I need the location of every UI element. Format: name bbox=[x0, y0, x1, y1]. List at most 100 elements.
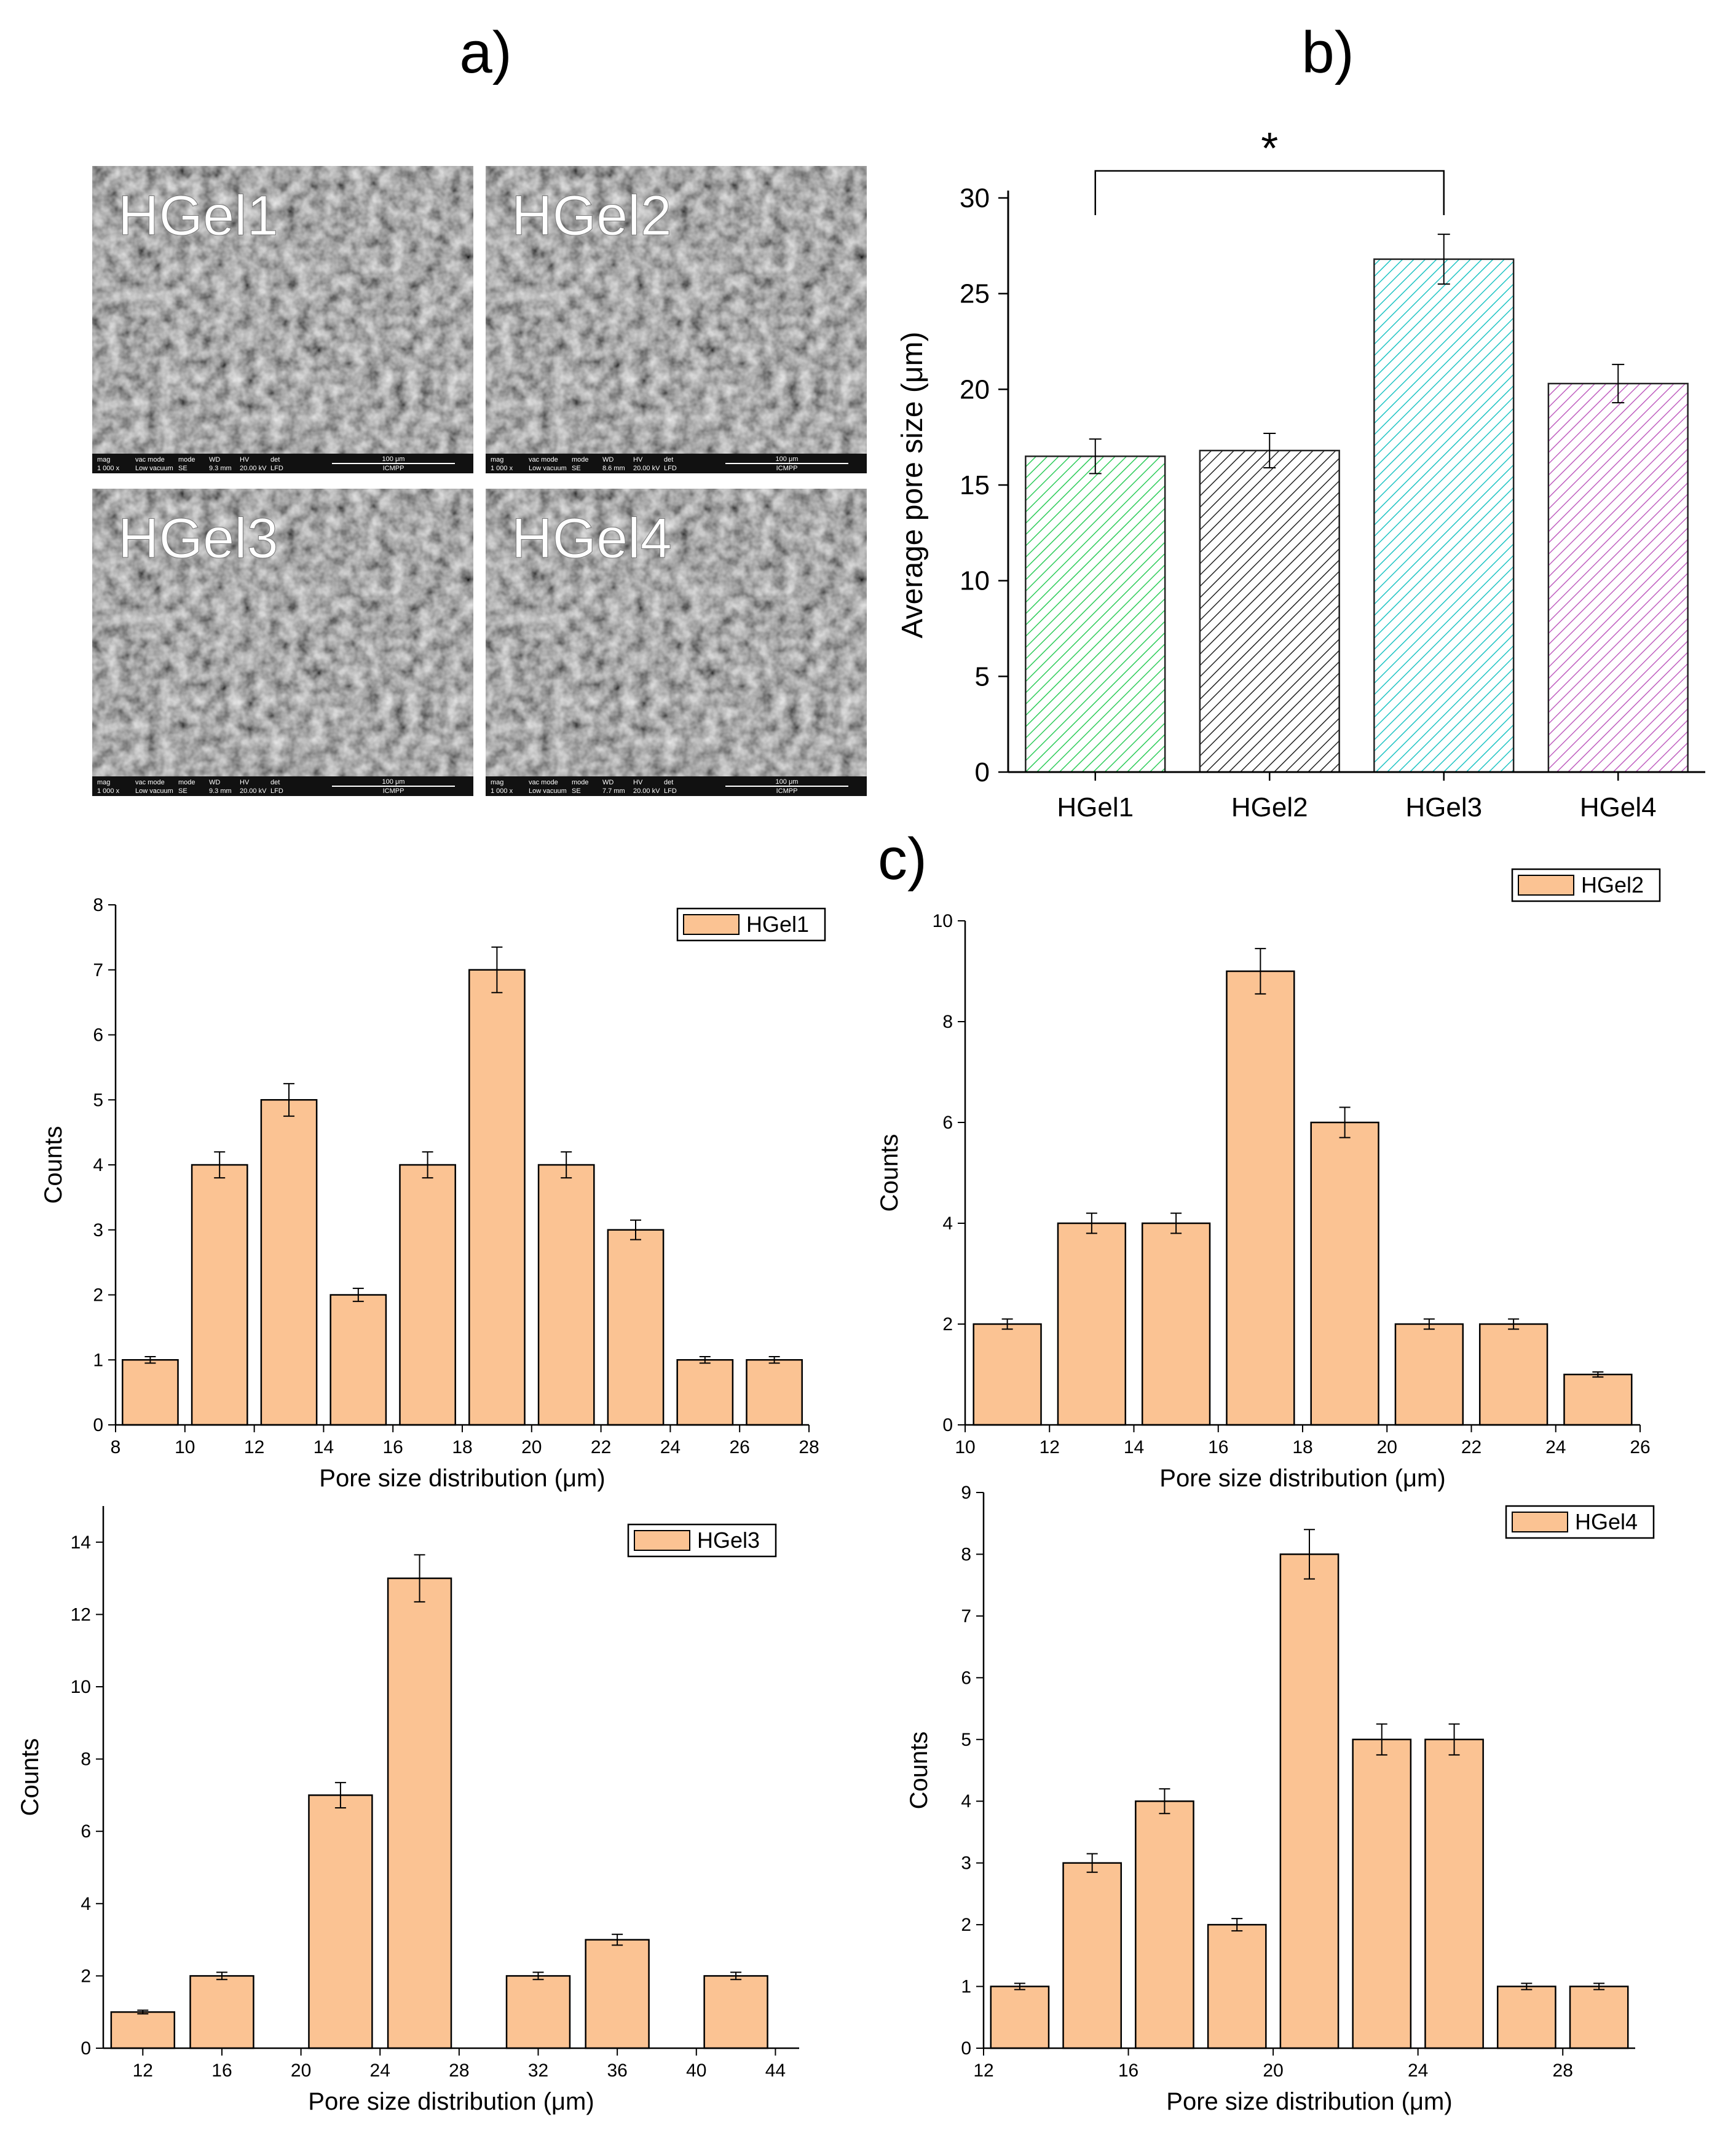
significance-star: * bbox=[1261, 124, 1278, 173]
histogram-bar bbox=[585, 1939, 650, 2049]
x-tick-label: 12 bbox=[244, 1437, 264, 1457]
x-tick-label: 26 bbox=[730, 1437, 750, 1457]
sem-info-value: SE bbox=[572, 465, 581, 472]
sem-info-value: 1 000 x bbox=[97, 465, 120, 472]
histogram-bar bbox=[260, 1099, 318, 1426]
y-axis-label: Counts bbox=[40, 1126, 67, 1204]
x-tick-label: 20 bbox=[521, 1437, 542, 1457]
y-axis-label: Counts bbox=[876, 1134, 903, 1212]
x-tick-label: 22 bbox=[591, 1437, 611, 1457]
y-tick-label: 10 bbox=[933, 911, 953, 931]
y-tick-label: 9 bbox=[961, 1483, 971, 1503]
x-tick-label: 28 bbox=[799, 1437, 819, 1457]
legend-label: HGel4 bbox=[1575, 1509, 1638, 1534]
histogram-bar bbox=[191, 1164, 248, 1426]
x-tick-label: 12 bbox=[973, 2060, 993, 2081]
y-tick-label: 7 bbox=[961, 1606, 971, 1627]
sem-info-header: WD bbox=[602, 456, 614, 463]
sem-info-header: det bbox=[664, 456, 673, 463]
x-tick-label: 28 bbox=[449, 2060, 469, 2081]
sem-scale-label: 100 μm bbox=[382, 778, 405, 786]
bar-hgel4 bbox=[1547, 382, 1689, 773]
sem-info-header: vac mode bbox=[135, 456, 165, 463]
x-tick-label: 18 bbox=[1292, 1437, 1312, 1457]
sem-info-value: 20.00 kV bbox=[633, 465, 660, 472]
histogram-bar bbox=[468, 969, 526, 1426]
sem-info-text: mag 1 000 x vac mode Low vacuum mode SE WD 8.6 … bbox=[491, 455, 848, 472]
histogram-bar bbox=[1226, 970, 1295, 1426]
y-tick-label: 7 bbox=[93, 960, 103, 980]
histogram-bar bbox=[399, 1164, 456, 1426]
bar-hgel1 bbox=[1025, 455, 1166, 773]
sem-label: HGel3 bbox=[118, 507, 278, 570]
y-tick-label: 8 bbox=[93, 895, 103, 915]
y-tick-label: 4 bbox=[93, 1155, 103, 1175]
histogram-bar bbox=[1394, 1323, 1464, 1426]
y-tick-label: 1 bbox=[93, 1350, 103, 1370]
y-tick-label: 4 bbox=[961, 1791, 971, 1812]
y-tick-label: 12 bbox=[71, 1604, 91, 1625]
x-tick-label: 24 bbox=[660, 1437, 681, 1457]
y-tick-label: 4 bbox=[942, 1213, 953, 1234]
sem-info-header: det bbox=[270, 779, 280, 786]
x-tick-label: 16 bbox=[1118, 2060, 1138, 2081]
histogram-bar bbox=[1563, 1373, 1633, 1426]
histogram-bar bbox=[1135, 1800, 1194, 2049]
sem-scale-label: 100 μm bbox=[382, 455, 405, 463]
sem-label: HGel2 bbox=[511, 184, 672, 247]
x-tick-label: 16 bbox=[383, 1437, 403, 1457]
legend-swatch bbox=[634, 1530, 690, 1551]
sem-info-value: SE bbox=[178, 465, 187, 472]
x-tick-label: 16 bbox=[1208, 1437, 1228, 1457]
sem-info-value: 20.00 kV bbox=[240, 465, 267, 472]
x-tick-label: 8 bbox=[111, 1437, 121, 1457]
histogram-bar bbox=[387, 1577, 452, 2049]
y-axis-label: Average pore size (μm) bbox=[896, 332, 929, 639]
y-tick-label: 30 bbox=[960, 183, 990, 213]
x-tick-label: 28 bbox=[1553, 2060, 1573, 2081]
legend-label: HGel3 bbox=[697, 1528, 760, 1553]
x-tick-label: 22 bbox=[1461, 1437, 1482, 1457]
sem-info-value: LFD bbox=[270, 465, 283, 472]
histogram-bar bbox=[1057, 1222, 1127, 1426]
legend-label: HGel2 bbox=[1581, 872, 1644, 897]
y-tick-label: 1 bbox=[961, 1977, 971, 1997]
y-tick-label: 5 bbox=[975, 661, 990, 692]
histogram-bar bbox=[537, 1164, 595, 1426]
sem-info-header: mode bbox=[572, 779, 589, 786]
y-tick-label: 5 bbox=[93, 1090, 103, 1110]
x-axis-label: Pore size distribution (μm) bbox=[319, 1465, 605, 1492]
sem-info-header: det bbox=[270, 456, 280, 463]
sem-lab-label: ICMPP bbox=[383, 787, 404, 795]
sem-info-value: Low vacuum bbox=[529, 787, 567, 795]
histogram-bar bbox=[122, 1359, 179, 1426]
y-tick-label: 2 bbox=[93, 1285, 103, 1306]
legend-swatch bbox=[1518, 875, 1574, 896]
histogram-bar bbox=[1062, 1862, 1122, 2049]
y-tick-label: 6 bbox=[93, 1025, 103, 1046]
y-tick-label: 10 bbox=[71, 1677, 91, 1697]
sem-info-value: 8.6 mm bbox=[602, 465, 625, 472]
x-tick-label: 20 bbox=[1377, 1437, 1397, 1457]
sem-info-header: vac mode bbox=[529, 456, 558, 463]
y-tick-label: 20 bbox=[960, 374, 990, 404]
y-tick-label: 25 bbox=[960, 279, 990, 309]
bar-hgel3 bbox=[1373, 258, 1515, 773]
histogram-bar bbox=[189, 1975, 254, 2049]
sem-info-value: LFD bbox=[664, 465, 677, 472]
panel-label-c: c) bbox=[878, 826, 927, 892]
y-tick-label: 2 bbox=[81, 1966, 91, 1986]
y-tick-label: 8 bbox=[961, 1544, 971, 1564]
x-axis-label: Pore size distribution (μm) bbox=[1166, 2088, 1452, 2115]
panel-label-b: b) bbox=[1301, 20, 1354, 85]
x-tick-label: HGel3 bbox=[1405, 792, 1482, 822]
legend-swatch bbox=[683, 914, 740, 935]
sem-info-header: mode bbox=[178, 456, 195, 463]
sem-info-value: 1 000 x bbox=[97, 787, 120, 795]
